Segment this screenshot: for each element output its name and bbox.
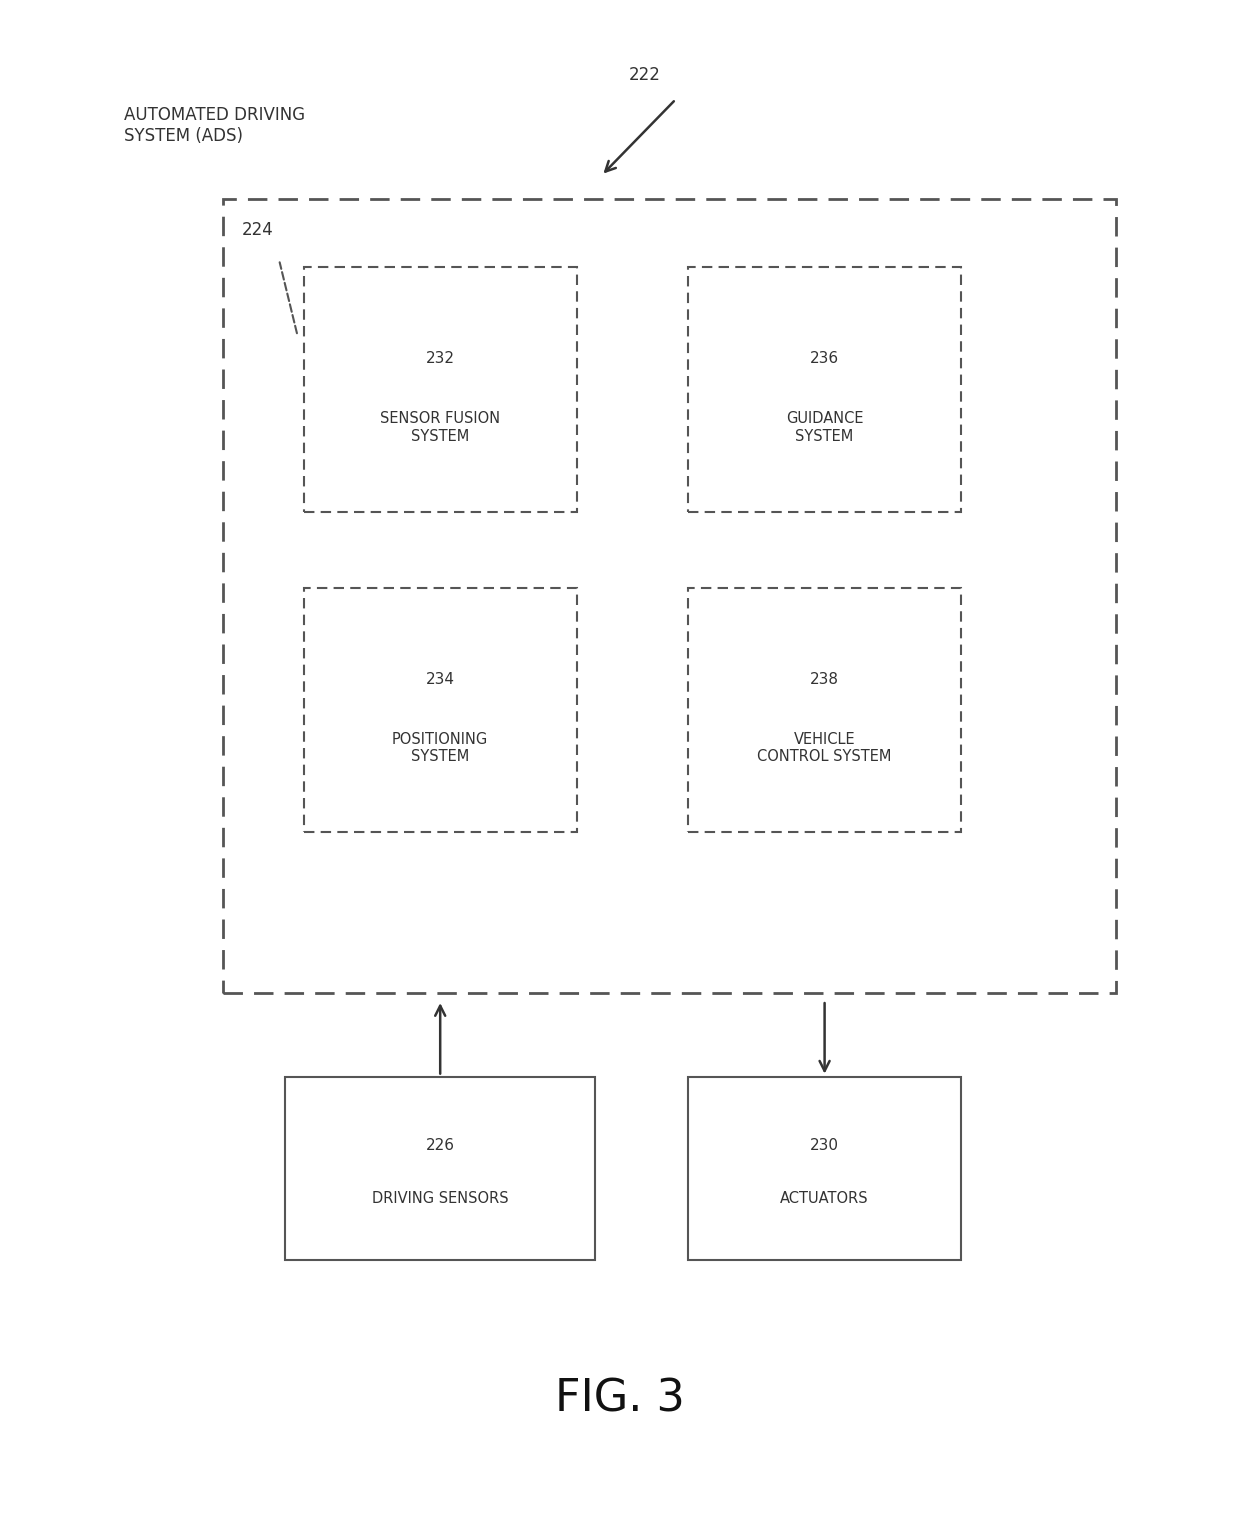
FancyBboxPatch shape	[688, 267, 961, 512]
Text: SENSOR FUSION
SYSTEM: SENSOR FUSION SYSTEM	[381, 411, 500, 444]
Text: GUIDANCE
SYSTEM: GUIDANCE SYSTEM	[786, 411, 863, 444]
Text: VEHICLE
CONTROL SYSTEM: VEHICLE CONTROL SYSTEM	[758, 731, 892, 765]
Text: 234: 234	[425, 672, 455, 687]
Text: FIG. 3: FIG. 3	[556, 1377, 684, 1420]
Text: 236: 236	[810, 351, 839, 366]
FancyBboxPatch shape	[304, 267, 577, 512]
Text: 238: 238	[810, 672, 839, 687]
Text: 232: 232	[425, 351, 455, 366]
Text: DRIVING SENSORS: DRIVING SENSORS	[372, 1191, 508, 1206]
FancyBboxPatch shape	[304, 588, 577, 832]
Text: 222: 222	[629, 66, 661, 84]
FancyBboxPatch shape	[223, 199, 1116, 993]
Text: POSITIONING
SYSTEM: POSITIONING SYSTEM	[392, 731, 489, 765]
Text: ACTUATORS: ACTUATORS	[780, 1191, 869, 1206]
Text: 226: 226	[425, 1138, 455, 1153]
Text: AUTOMATED DRIVING
SYSTEM (ADS): AUTOMATED DRIVING SYSTEM (ADS)	[124, 107, 305, 145]
Text: 224: 224	[242, 221, 274, 240]
FancyBboxPatch shape	[285, 1077, 595, 1260]
FancyBboxPatch shape	[688, 1077, 961, 1260]
FancyBboxPatch shape	[688, 588, 961, 832]
Text: 230: 230	[810, 1138, 839, 1153]
